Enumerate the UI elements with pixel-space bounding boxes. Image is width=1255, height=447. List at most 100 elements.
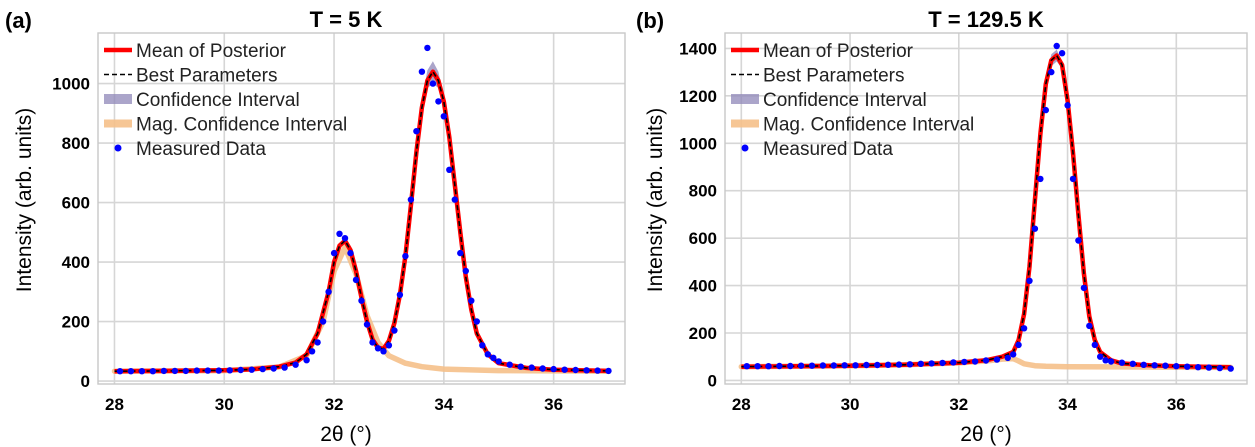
panel-b-legend-label: Mag. Confidence Interval [763,115,974,136]
panel-a-marks [111,44,612,375]
panel-b-measured-point [863,361,870,369]
panel-a-measured-point [583,367,590,374]
panel-b-y-tick-label: 600 [689,229,717,248]
panel-a-measured-point [226,367,233,374]
panel-b-measured-point [961,358,968,366]
panel-a-y-tick-label: 200 [62,313,90,332]
panel-a-measured-point [561,366,568,373]
panel-b-measured-point [906,361,914,368]
panel-b-ticks: 28 30 32 34 36 0 200 400 600 800 1000 1200 1400 [679,39,1186,414]
panel-b-measured-point [1129,360,1137,367]
panel-a-y-tick-label: 1000 [52,75,90,94]
panel-b-measured-point [950,359,957,366]
panel-b-x-tick-label: 34 [1058,395,1077,414]
panel-a-measured-point [347,249,354,257]
panel-b-y-tick-label: 400 [689,277,717,296]
panel-b-measured-point [1048,68,1055,76]
panel-a-measured-point [424,44,431,52]
panel-a-measured-point [352,276,360,284]
panel-a-measured-point [413,128,420,135]
panel-b-measured-point [1194,364,1202,371]
panel-a-measured-point [374,345,382,352]
panel-a-measured-point [363,321,371,328]
panel-b-measured-point [1162,362,1169,369]
panel-b-measured-point [1053,42,1060,50]
panel-b-x-tick-label: 30 [841,395,860,414]
panel-b-measured-point [1140,361,1147,368]
panel-b-measured-point [1184,363,1191,370]
panel-b-x-axis-label: 2θ (°) [960,423,1012,446]
panel-a-measured-point [116,368,124,375]
panel-a-x-tick-label: 36 [544,395,563,414]
panel-b-measured-point [1086,322,1093,330]
panel-b-legend-label: Measured Data [763,139,893,160]
panel-b-measured-point [776,362,783,370]
panel-a-measured-point [462,267,469,275]
panel-a-legend-label: Best Parameters [136,66,278,87]
panel-a-measured-point [270,365,277,372]
panel-b-legend-label: Best Parameters [763,66,905,87]
panel-a-measured-point [550,365,557,373]
panel-b-measured-point [1015,341,1022,349]
panel-a-measured-point [473,318,480,325]
panel-a-measured-point [292,361,299,368]
panel-a-measured-point [517,363,524,370]
panel-b-label: (b) [636,8,664,33]
panel-a-measured-point [127,368,135,375]
panel-a-grid [98,33,625,384]
panel-a-measured-point [451,196,458,203]
panel-a-legend-label: Measured Data [136,139,266,160]
panel-a-measured-point [281,364,288,371]
panel-a-measured-point [429,80,437,87]
panel-a-measured-point [215,367,222,374]
panel-a-measured-point [237,366,244,374]
panel-a-measured-point [341,235,349,242]
panel-b-measured-point [928,360,935,367]
panel-a-x-axis-label: 2θ (°) [320,423,372,446]
panel-b-y-tick-label: 800 [689,182,717,201]
panel-b-legend-label: Mean of Posterior [763,41,914,62]
panel-a-legend-label: Mag. Confidence Interval [136,115,347,136]
panel-a-measured-point [303,357,310,364]
panel-b-y-tick-label: 1000 [679,134,717,153]
panel-b-measured-point [765,363,772,370]
panel-a-measured-point [418,68,426,75]
panel-b-y-tick-label: 1400 [679,39,717,58]
panel-a-measured-point [248,366,255,373]
panel-b-measured-point [1205,364,1213,371]
panel-b-measured-point [797,362,805,369]
panel-b-legend-swatch-ci [731,94,759,104]
panel-a-measured-point [149,368,157,375]
panel-b-measured-point [993,356,1001,363]
panel-a-legend-swatch-ci [104,94,132,104]
panel-a-title: T = 5 K [310,7,383,32]
panel-b-measured-point [1020,325,1028,332]
panel-a-y-tick-label: 0 [81,372,90,391]
panel-b-measured-point [1042,106,1050,114]
panel-b-measured-point [1069,175,1077,183]
panel-a-measured-point [314,339,321,346]
panel-a-measured-point [319,318,327,325]
panel-a-measured-point [396,291,404,298]
panel-a-measured-point [171,367,179,375]
panel-b: (b) T = 129.5 K 2θ (°) Intensity (arb. u… [636,7,1248,446]
panel-b-y-tick-label: 200 [689,324,717,343]
panel-b-measured-point [1031,225,1039,232]
panel-a-measured-point [308,348,316,355]
panel-b-measured-point [939,359,946,367]
panel-b-y-axis-label: Intensity (arb. units) [644,108,667,292]
panel-b-measured-point [841,362,848,369]
panel-a-x-tick-label: 32 [325,395,344,414]
panel-b-measured-point [874,361,881,369]
panel-b-x-tick-label: 36 [1167,395,1186,414]
panel-a-mag-confidence-curve [111,244,612,374]
panel-a-x-tick-label: 34 [434,395,453,414]
panel-b-measured-point [830,362,837,369]
panel-b-measured-point [1037,175,1044,183]
panel-a-legend-label: Confidence Interval [136,90,300,111]
panel-a-y-axis-label: Intensity (arb. units) [13,108,36,292]
panel-a-y-tick-label: 800 [62,134,90,153]
panel-b-measured-point [971,358,979,365]
panel-a-measured-point [506,361,513,368]
